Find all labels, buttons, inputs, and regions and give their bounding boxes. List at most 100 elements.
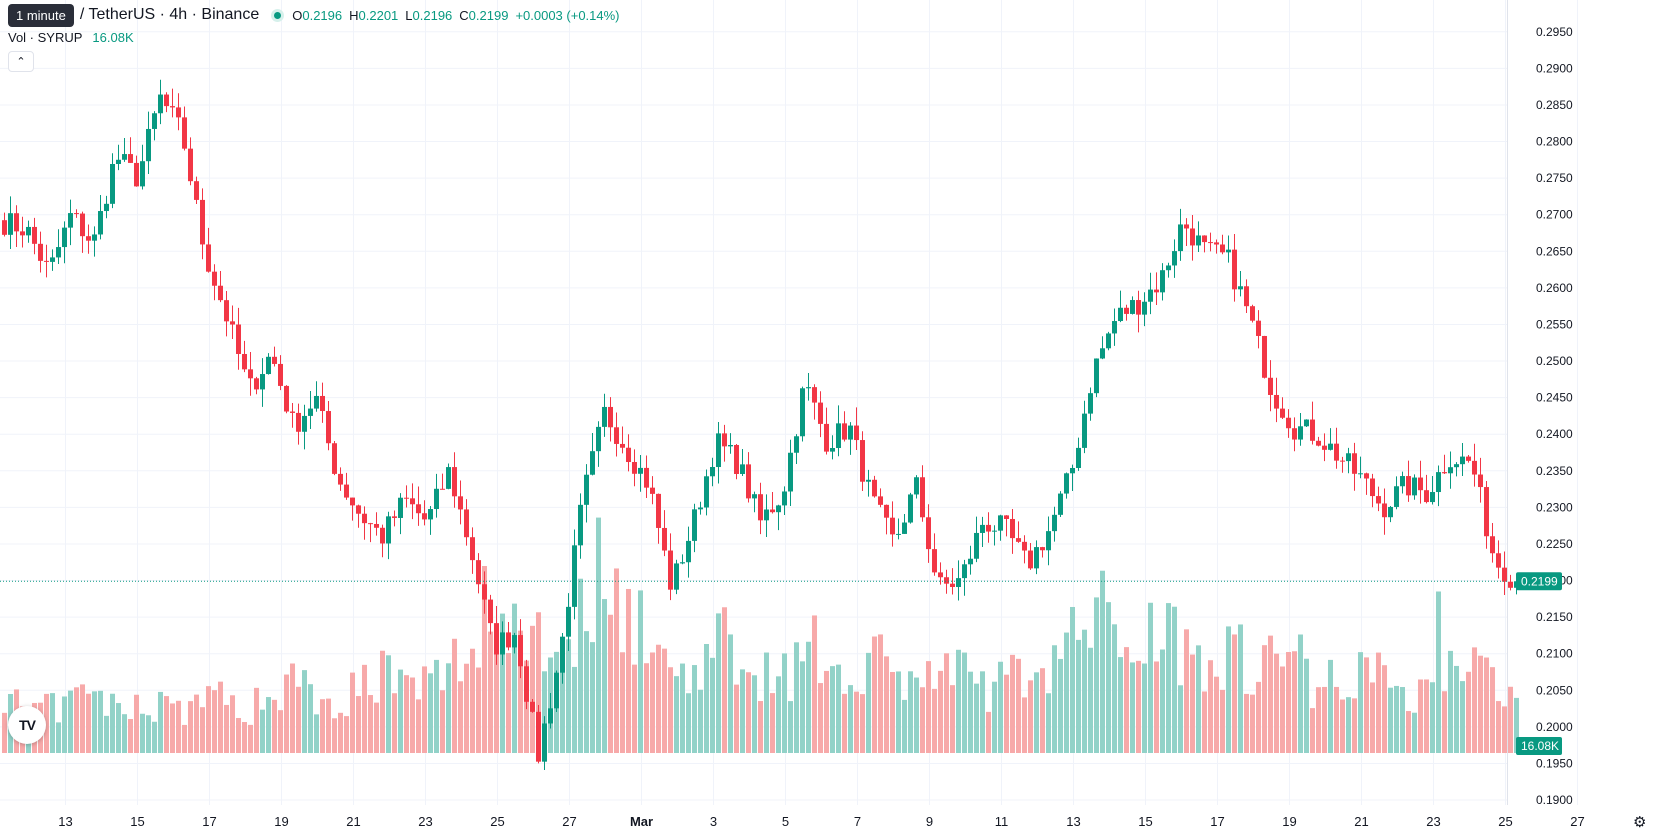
candle-body: [272, 356, 277, 364]
volume-bar: [638, 590, 643, 753]
candle-body: [884, 504, 889, 518]
volume-bar: [932, 688, 937, 753]
candle-body: [134, 162, 139, 187]
volume-bar: [92, 691, 97, 753]
candle-body: [1130, 300, 1135, 314]
time-tick: 19: [274, 814, 288, 829]
volume-bar: [566, 639, 571, 753]
volume-bar: [596, 517, 601, 753]
volume-bar: [560, 641, 565, 753]
time-tick: 3: [710, 814, 717, 829]
volume-bar: [854, 691, 859, 753]
candle-body: [446, 467, 451, 489]
volume-bar: [74, 687, 79, 753]
volume-bar: [272, 699, 277, 753]
collapse-legend-button[interactable]: ⌃: [8, 51, 34, 72]
candle-body: [938, 572, 943, 578]
volume-bar: [848, 685, 853, 753]
volume-bar: [896, 671, 901, 753]
time-axis[interactable]: 13 15 17 19 21 23 25 27 Mar 3 5 7 9 11 13 15 17 19 21 23 25 2…: [58, 814, 1584, 829]
candle-body: [632, 462, 637, 474]
candle-body: [230, 321, 235, 325]
volume-bar: [152, 721, 157, 753]
volume-bars: [2, 517, 1519, 753]
volume-legend: Vol · SYRUP 16.08K: [8, 30, 134, 45]
volume-bar: [1352, 698, 1357, 753]
candle-body: [806, 387, 811, 389]
candle-body: [290, 411, 295, 413]
volume-bar: [350, 672, 355, 753]
candle-body: [548, 708, 553, 724]
candle-body: [176, 107, 181, 118]
volume-bar: [230, 695, 235, 753]
volume-bar: [140, 713, 145, 753]
candle-body: [824, 423, 829, 452]
candle-body: [1370, 478, 1375, 497]
volume-bar: [710, 657, 715, 753]
candle-body: [302, 415, 307, 432]
price-tick: 0.2750: [1536, 171, 1573, 185]
volume-bar: [164, 696, 169, 753]
candle-body: [1214, 242, 1219, 245]
volume-bar: [578, 578, 583, 753]
candle-body: [734, 444, 739, 474]
candle-body: [662, 527, 667, 551]
candle-body: [500, 632, 505, 655]
time-tick: 17: [1210, 814, 1224, 829]
time-tick: 23: [418, 814, 432, 829]
candle-body: [704, 476, 709, 508]
candle-body: [1424, 490, 1429, 503]
volume-bar: [1412, 712, 1417, 753]
volume-bar: [962, 652, 967, 753]
volume-bar: [314, 714, 319, 753]
volume-bar: [1454, 665, 1459, 753]
candle-body: [1160, 270, 1165, 293]
candle-body: [110, 164, 115, 204]
volume-bar: [362, 664, 367, 753]
candle-body: [728, 444, 733, 447]
candle-body: [812, 387, 817, 403]
candle-body: [986, 524, 991, 532]
price-axis[interactable]: 0.2950 0.2900 0.2850 0.2800 0.2750 0.2700 0.26…: [1536, 25, 1573, 807]
candle-body: [656, 493, 661, 528]
candle-body: [968, 558, 973, 565]
volume-bar: [620, 652, 625, 753]
volume-bar: [668, 667, 673, 753]
volume-bar: [1298, 634, 1303, 753]
price-tick: 0.2400: [1536, 427, 1573, 441]
candle-body: [1250, 306, 1255, 321]
candle-body: [878, 496, 883, 505]
candle-body: [554, 672, 559, 709]
candle-body: [830, 448, 835, 452]
market-status-icon[interactable]: [271, 8, 285, 22]
volume-bar: [986, 711, 991, 753]
time-tick: 27: [562, 814, 576, 829]
volume-bar: [1064, 632, 1069, 753]
candle-body: [260, 374, 265, 390]
gear-icon[interactable]: ⚙: [1633, 814, 1647, 831]
candle-body: [170, 106, 175, 108]
symbol-title[interactable]: / TetherUS · 4h · Binance: [79, 6, 260, 23]
volume-bar: [80, 684, 85, 753]
candle-body: [818, 402, 823, 424]
volume-bar: [476, 667, 481, 753]
candle-body: [770, 509, 775, 513]
last-volume-label: 16.08K: [1521, 739, 1559, 753]
tradingview-logo-icon[interactable]: TV: [8, 706, 46, 744]
volume-bar: [1082, 629, 1087, 753]
volume-bar: [830, 666, 835, 753]
volume-bar: [980, 671, 985, 753]
candle-body: [26, 226, 31, 236]
time-tick: 7: [854, 814, 861, 829]
candle-body: [992, 530, 997, 532]
candle-body: [14, 213, 19, 232]
volume-bar: [296, 686, 301, 753]
candle-body: [1286, 417, 1291, 429]
volume-bar: [764, 652, 769, 753]
candle-body: [452, 467, 457, 497]
volume-bar: [332, 718, 337, 753]
volume-bar: [1340, 699, 1345, 753]
candle-body: [1124, 307, 1129, 314]
time-tick: 19: [1282, 814, 1296, 829]
